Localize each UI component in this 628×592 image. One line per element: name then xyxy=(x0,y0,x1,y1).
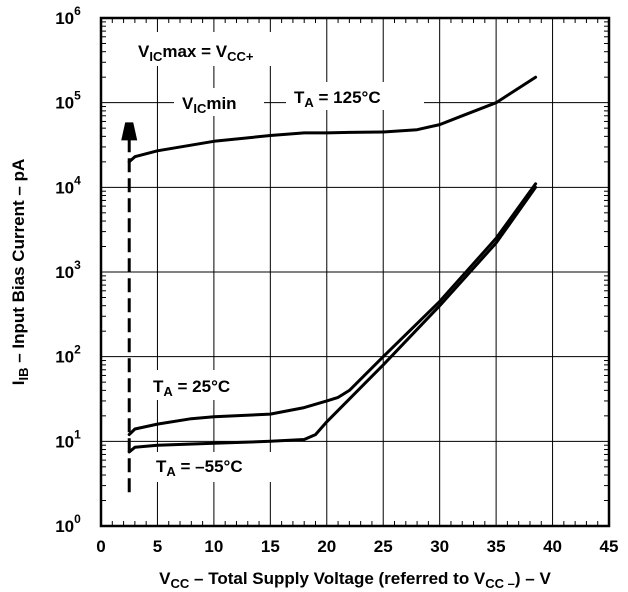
series-minus55c-line xyxy=(127,185,538,454)
x-tick-label: 35 xyxy=(487,537,506,556)
x-tick-labels: 0 5 10 15 20 25 30 35 40 45 xyxy=(96,537,618,556)
svg-text:TA = 25°C: TA = 25°C xyxy=(153,377,230,399)
x-tick-label: 10 xyxy=(204,537,223,556)
vicmin-sub: IC xyxy=(193,101,207,116)
vicmin-v: V xyxy=(182,94,194,113)
vicmin-rest: min xyxy=(206,94,236,113)
label-125c-sub: A xyxy=(304,95,314,110)
xlabel-post: ) – V xyxy=(515,569,552,588)
series-label-25c: TA = 25°C xyxy=(146,370,266,400)
series-label-minus55c: TA = –55°C xyxy=(150,452,282,482)
vicmax-v: V xyxy=(138,42,150,61)
label-25c-rest: = 25°C xyxy=(173,377,230,396)
label-125c-t: T xyxy=(294,88,305,107)
y-tick-label: 102 xyxy=(55,343,81,367)
y-tick-label: 106 xyxy=(55,4,81,28)
label-25c-t: T xyxy=(153,377,164,396)
x-tick-label: 45 xyxy=(600,537,619,556)
ylabel-i: I xyxy=(9,381,28,386)
y-axis-label: IIB – Input Bias Current – pA xyxy=(9,159,31,385)
axis-ticks xyxy=(101,18,609,526)
xlabel-sub2: CC – xyxy=(485,576,515,591)
x-tick-label: 15 xyxy=(261,537,280,556)
xlabel-v: V xyxy=(159,569,171,588)
svg-text:TA = –55°C: TA = –55°C xyxy=(156,457,243,479)
vicmin-arrowhead xyxy=(121,122,138,141)
x-tick-label: 25 xyxy=(374,537,393,556)
plot-frame xyxy=(99,16,611,528)
label-m55c-t: T xyxy=(156,457,167,476)
x-tick-label: 40 xyxy=(543,537,562,556)
series-125c-line xyxy=(127,75,538,164)
vicmin-annotation: VICmin xyxy=(174,88,264,116)
label-m55c-rest: = –55°C xyxy=(176,457,243,476)
ylabel-sub: IB xyxy=(16,368,31,381)
xlabel-sub1: CC xyxy=(171,576,190,591)
vicmax-sub2: CC+ xyxy=(227,49,254,64)
y-tick-label: 104 xyxy=(55,173,81,197)
svg-text:VICmax = VCC+: VICmax = VCC+ xyxy=(138,42,254,64)
ylabel-post: – Input Bias Current – pA xyxy=(9,159,28,368)
x-tick-label: 20 xyxy=(317,537,336,556)
svg-text:VICmin: VICmin xyxy=(182,94,237,116)
y-tick-labels: 100 101 102 103 104 105 106 xyxy=(55,4,81,536)
series-group xyxy=(127,75,538,454)
label-125c-rest: = 125°C xyxy=(314,88,381,107)
label-25c-sub: A xyxy=(163,384,173,399)
x-tick-label: 0 xyxy=(96,537,105,556)
series-label-125c: TA = 125°C xyxy=(286,82,424,110)
x-tick-label: 30 xyxy=(430,537,449,556)
y-tick-label: 101 xyxy=(55,427,81,451)
vicmax-eq: max = V xyxy=(162,42,227,61)
label-m55c-sub: A xyxy=(166,464,176,479)
x-tick-label: 5 xyxy=(153,537,162,556)
y-tick-label: 103 xyxy=(55,258,81,282)
svg-text:TA = 125°C: TA = 125°C xyxy=(294,88,381,110)
vicmax-sub: IC xyxy=(149,49,163,64)
xlabel-mid: – Total Supply Voltage (referred to V xyxy=(189,569,486,588)
vicmax-annotation: VICmax = VCC+ xyxy=(132,32,304,66)
y-tick-label: 100 xyxy=(55,512,81,536)
y-tick-label: 105 xyxy=(55,89,81,113)
x-axis-label: VCC – Total Supply Voltage (referred to … xyxy=(159,569,551,591)
series-25c-line xyxy=(127,182,538,437)
